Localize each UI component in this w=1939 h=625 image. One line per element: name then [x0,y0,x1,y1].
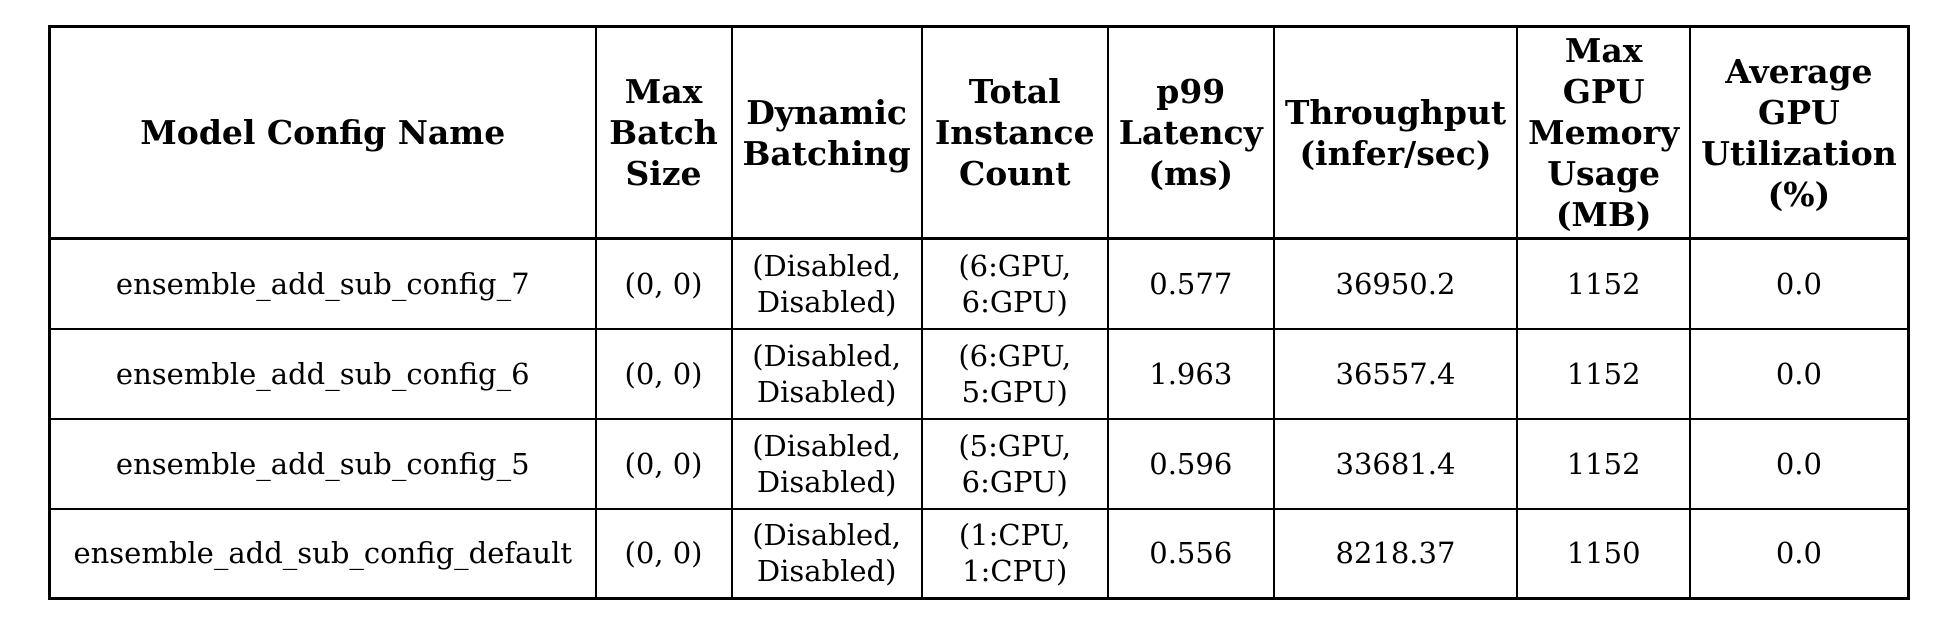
cell-dynamic-batching: (Disabled, Disabled) [730,327,923,420]
col-header-max-gpu-memory-usage: Max GPU Memory Usage (MB) [1516,25,1692,240]
cell-dynamic-batching: (Disabled, Disabled) [730,507,923,600]
col-header-dynamic-batching: Dynamic Batching [730,25,923,240]
cell-max-batch-size: (0, 0) [594,507,733,600]
table-row: ensemble_add_sub_config_6 (0, 0) (Disabl… [48,327,1910,420]
cell-total-instance-count: (5:GPU, 6:GPU) [920,417,1109,510]
cell-average-gpu-utilization: 0.0 [1689,327,1910,420]
cell-max-batch-size: (0, 0) [594,417,733,510]
cell-model-config-name: ensemble_add_sub_config_5 [48,417,597,510]
table-row: ensemble_add_sub_config_7 (0, 0) (Disabl… [48,237,1910,330]
cell-p99-latency: 0.596 [1106,417,1275,510]
cell-max-batch-size: (0, 0) [594,327,733,420]
cell-total-instance-count: (1:CPU, 1:CPU) [920,507,1109,600]
cell-model-config-name: ensemble_add_sub_config_6 [48,327,597,420]
cell-dynamic-batching: (Disabled, Disabled) [730,237,923,330]
cell-average-gpu-utilization: 0.0 [1689,417,1910,510]
cell-p99-latency: 0.577 [1106,237,1275,330]
col-header-throughput: Throughput (infer/sec) [1272,25,1519,240]
cell-model-config-name: ensemble_add_sub_config_7 [48,237,597,330]
cell-throughput: 8218.37 [1272,507,1519,600]
table-header-row: Model Config Name Max Batch Size Dynamic… [48,25,1910,240]
col-header-average-gpu-utilization: Average GPU Utilization (%) [1689,25,1910,240]
cell-average-gpu-utilization: 0.0 [1689,507,1910,600]
cell-max-batch-size: (0, 0) [594,237,733,330]
cell-total-instance-count: (6:GPU, 5:GPU) [920,327,1109,420]
cell-max-gpu-memory-usage: 1150 [1516,507,1692,600]
cell-model-config-name: ensemble_add_sub_config_default [48,507,597,600]
table-row: ensemble_add_sub_config_5 (0, 0) (Disabl… [48,417,1910,510]
col-header-model-config-name: Model Config Name [48,25,597,240]
model-config-results-table: Model Config Name Max Batch Size Dynamic… [48,25,1910,600]
cell-max-gpu-memory-usage: 1152 [1516,417,1692,510]
col-header-p99-latency: p99 Latency (ms) [1106,25,1275,240]
col-header-max-batch-size: Max Batch Size [594,25,733,240]
cell-total-instance-count: (6:GPU, 6:GPU) [920,237,1109,330]
cell-max-gpu-memory-usage: 1152 [1516,327,1692,420]
cell-p99-latency: 1.963 [1106,327,1275,420]
cell-average-gpu-utilization: 0.0 [1689,237,1910,330]
cell-throughput: 36557.4 [1272,327,1519,420]
cell-p99-latency: 0.556 [1106,507,1275,600]
report-page: Model Config Name Max Batch Size Dynamic… [0,25,1939,625]
cell-throughput: 36950.2 [1272,237,1519,330]
cell-throughput: 33681.4 [1272,417,1519,510]
table-row: ensemble_add_sub_config_default (0, 0) (… [48,507,1910,600]
cell-dynamic-batching: (Disabled, Disabled) [730,417,923,510]
col-header-total-instance-count: Total Instance Count [920,25,1109,240]
cell-max-gpu-memory-usage: 1152 [1516,237,1692,330]
